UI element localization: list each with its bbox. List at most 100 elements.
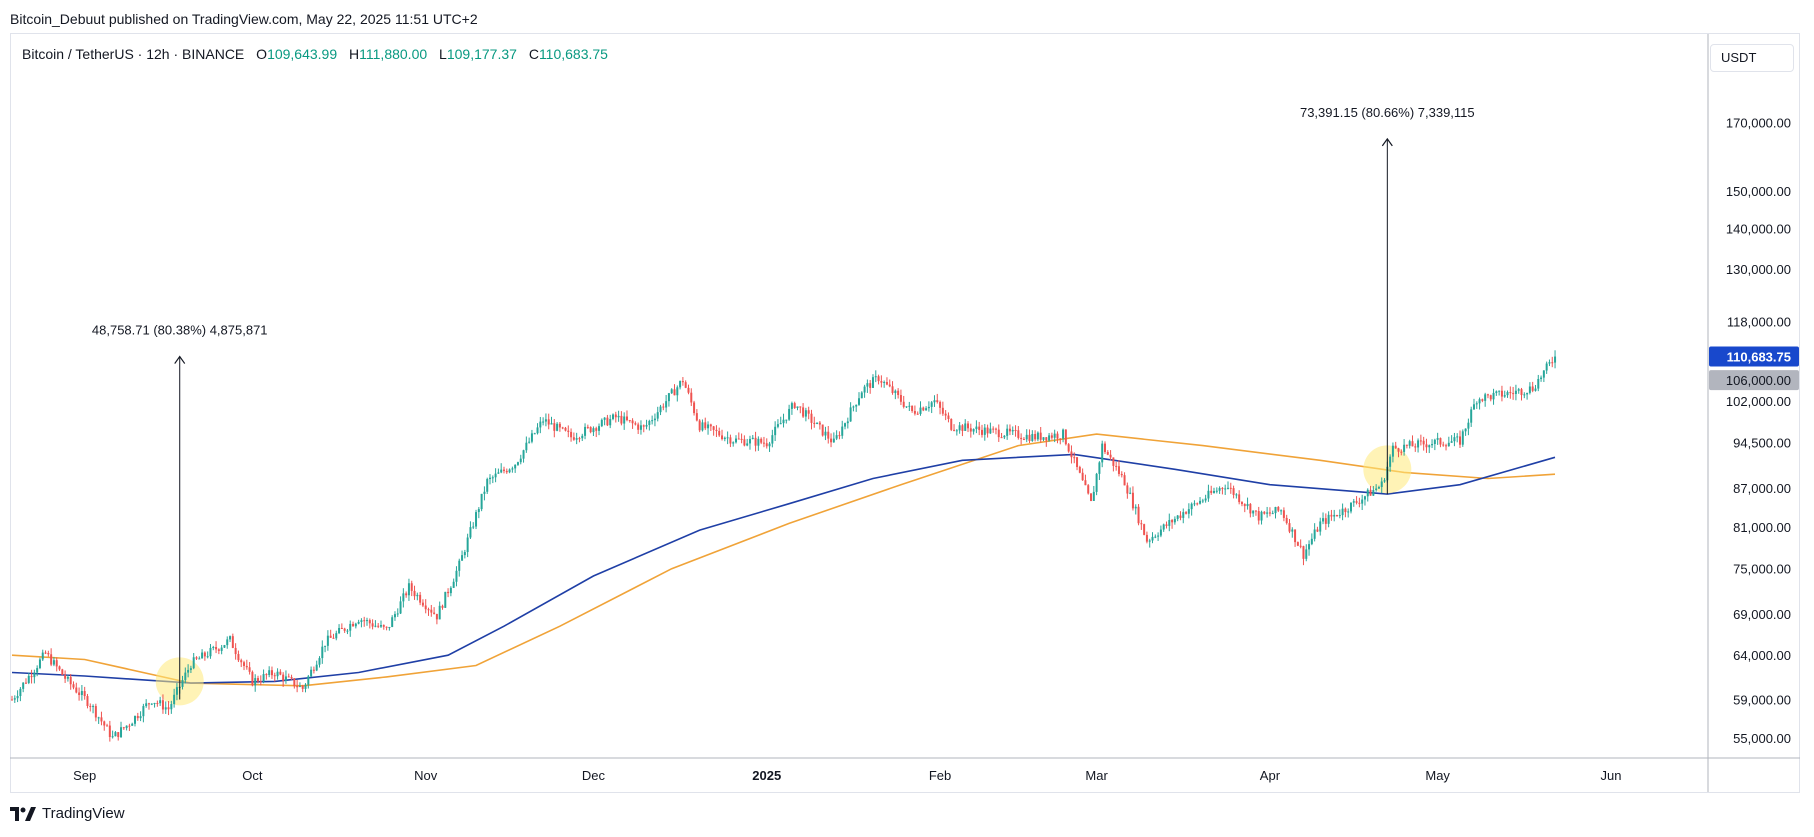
candle-body — [1020, 437, 1023, 440]
measure-annotation[interactable]: 73,391.15 (80.66%) 7,339,115 — [1300, 105, 1475, 495]
candle-body — [1419, 440, 1422, 442]
symbol-title[interactable]: Bitcoin / TetherUS · 12h · BINANCE — [22, 46, 245, 62]
candle-body — [173, 694, 176, 705]
candle-body — [922, 407, 925, 411]
candle-body — [1137, 506, 1140, 524]
candle-body — [33, 672, 36, 678]
candle — [1235, 493, 1238, 499]
candle — [226, 636, 229, 649]
candle — [1081, 468, 1084, 481]
candle-body — [167, 707, 170, 710]
tradingview-brand[interactable]: TradingView — [10, 805, 125, 822]
candle — [455, 566, 458, 587]
candle-body — [648, 420, 651, 425]
candle — [950, 418, 953, 432]
candle — [925, 406, 928, 411]
candle-body — [1472, 404, 1475, 410]
candle — [1548, 359, 1551, 367]
candle — [1428, 444, 1431, 454]
candle-body — [1098, 462, 1101, 474]
candle — [321, 640, 324, 664]
candle — [1157, 532, 1160, 541]
candle — [136, 712, 139, 721]
candle-body — [740, 438, 743, 440]
candle — [1380, 477, 1383, 494]
candle-body — [296, 686, 299, 688]
candle — [22, 682, 25, 693]
candle — [463, 549, 466, 559]
candle-body — [639, 425, 642, 430]
candle-body — [765, 443, 768, 447]
candle — [301, 684, 304, 693]
brand-label: TradingView — [42, 805, 125, 822]
candle-body — [229, 636, 232, 640]
candle-body — [243, 662, 246, 666]
candle — [1101, 440, 1104, 468]
candle-body — [824, 431, 827, 436]
candle — [1447, 436, 1450, 447]
candle-body — [533, 433, 536, 435]
candle — [296, 679, 299, 693]
x-tick-label: Dec — [582, 768, 606, 783]
candle — [1215, 487, 1218, 494]
candle — [888, 379, 891, 388]
candle-body — [435, 613, 438, 620]
candle-body — [354, 623, 357, 627]
candle — [841, 420, 844, 439]
y-tick-label: 64,000.00 — [1733, 648, 1791, 663]
candle-body — [1182, 512, 1185, 518]
candle-body — [203, 652, 206, 657]
candle-body — [89, 706, 92, 708]
candle-body — [1333, 514, 1336, 517]
candle — [1355, 496, 1358, 505]
candle-body — [1117, 466, 1120, 474]
candle-body — [1073, 457, 1076, 459]
candle-body — [251, 671, 254, 686]
candle — [899, 389, 902, 406]
candle-body — [544, 419, 547, 422]
open-label: O — [256, 46, 268, 62]
candle-body — [614, 414, 617, 418]
candle — [231, 633, 234, 649]
candle — [824, 426, 827, 441]
candle — [240, 658, 243, 668]
candle — [97, 716, 100, 724]
candle-body — [751, 437, 754, 439]
candle-body — [846, 421, 849, 424]
candle — [1022, 437, 1025, 441]
candle — [1000, 432, 1003, 439]
candle — [217, 648, 220, 655]
candle-body — [1006, 428, 1009, 436]
candle-body — [832, 438, 835, 443]
candle-body — [290, 676, 293, 679]
candle-body — [1403, 444, 1406, 452]
currency-button[interactable]: USDT — [1710, 44, 1794, 72]
candle — [818, 420, 821, 430]
candle — [978, 421, 981, 436]
candle-body — [1282, 510, 1285, 518]
candle-body — [374, 625, 377, 627]
candle-body — [547, 419, 550, 425]
candle — [480, 493, 483, 512]
candle-body — [38, 659, 41, 669]
candle-body — [1031, 434, 1034, 441]
candle — [536, 423, 539, 435]
candle — [964, 419, 967, 431]
candle-body — [1218, 488, 1221, 491]
candle-body — [366, 620, 369, 622]
candle-body — [695, 413, 698, 421]
candle — [1363, 495, 1366, 506]
candle-body — [461, 555, 464, 561]
candle — [1369, 485, 1372, 496]
candle — [1383, 478, 1386, 483]
candle — [150, 703, 153, 706]
candle — [1006, 424, 1009, 440]
candle-body — [656, 412, 659, 419]
candle-body — [407, 583, 410, 596]
candle-body — [950, 418, 953, 430]
candle — [1143, 523, 1146, 536]
candle-body — [1084, 480, 1087, 486]
candle — [1344, 507, 1347, 518]
measure-annotation[interactable]: 48,758.71 (80.38%) 4,875,871 — [92, 323, 268, 700]
